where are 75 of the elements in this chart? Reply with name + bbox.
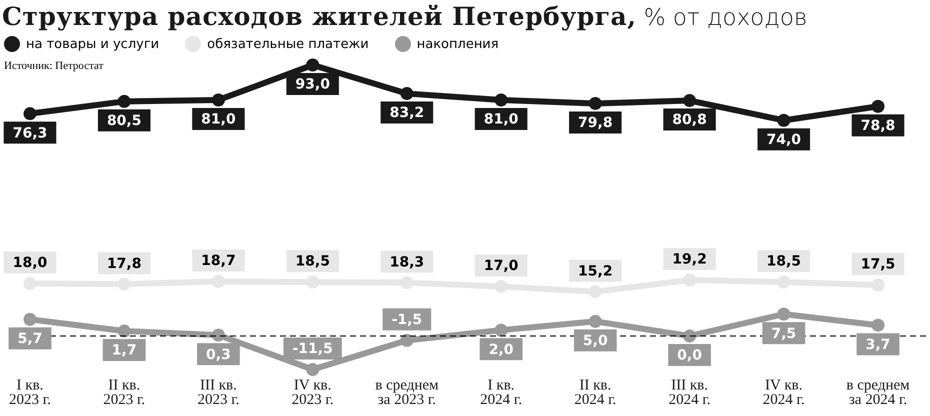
data-label: 3,7 <box>866 336 890 353</box>
point <box>306 363 320 376</box>
point <box>777 276 790 289</box>
data-label: 17,0 <box>484 258 519 274</box>
chart-title: Структура расходов жителей Петербурга, % от доходов <box>2 2 808 31</box>
data-label: 18,7 <box>201 253 236 270</box>
x-tick-label: в среднем за 2024 г. <box>846 378 910 408</box>
point <box>118 278 131 291</box>
x-tick-label: III кв. 2023 г. <box>197 378 240 408</box>
x-tick-label: III кв. 2024 г. <box>668 378 711 408</box>
x-tick-label: IV кв. 2023 г. <box>292 378 334 408</box>
point <box>683 274 696 287</box>
data-label: 74,0 <box>766 132 802 148</box>
point <box>777 308 790 321</box>
data-label: 81,0 <box>484 112 519 128</box>
point <box>494 93 508 106</box>
point <box>400 87 414 100</box>
x-tick-label: II кв. 2024 г. <box>574 378 616 408</box>
point <box>212 93 225 106</box>
legend-label: на товары и услуги <box>26 36 160 52</box>
data-label: 18,0 <box>12 255 48 272</box>
legend-label: обязательные платежи <box>207 36 369 52</box>
data-label: 76,3 <box>12 125 48 142</box>
x-tick-label: в среднем за 2023 г. <box>375 378 440 408</box>
data-label: 1,7 <box>112 342 137 359</box>
point <box>588 285 602 298</box>
data-label: 81,0 <box>201 112 236 128</box>
x-tick-label: I кв. 2024 г. <box>480 378 522 408</box>
point <box>683 329 696 342</box>
point <box>306 276 320 289</box>
data-label: 78,8 <box>860 118 896 134</box>
point <box>306 58 320 72</box>
data-label: 80,5 <box>106 113 142 130</box>
data-label: 5,7 <box>18 331 42 348</box>
x-tick-label: I кв. 2023 г. <box>8 378 51 408</box>
data-label: 0,0 <box>677 348 702 364</box>
point <box>118 324 131 338</box>
x-tick-label: II кв. 2023 г. <box>103 378 146 408</box>
legend-label: накопления <box>416 36 499 52</box>
point <box>23 312 36 326</box>
point <box>118 94 131 108</box>
data-label: 18,5 <box>295 254 330 270</box>
point <box>212 328 225 342</box>
data-label: 7,5 <box>771 326 796 342</box>
point <box>777 114 790 127</box>
point <box>683 94 696 108</box>
point <box>400 276 414 290</box>
data-label: 19,2 <box>672 252 707 268</box>
point <box>400 334 414 347</box>
data-label: 5,0 <box>582 333 608 350</box>
data-label: 93,0 <box>295 76 330 93</box>
point <box>494 324 508 337</box>
data-label: 18,3 <box>390 254 424 270</box>
data-label: 79,8 <box>578 115 613 132</box>
data-label: 83,2 <box>390 105 424 122</box>
x-tick-label: IV кв. 2024 г. <box>762 378 805 408</box>
point <box>588 96 602 110</box>
point <box>23 277 36 290</box>
data-label: 80,8 <box>672 112 707 128</box>
point <box>494 280 508 293</box>
data-label: 0,3 <box>206 346 231 363</box>
point <box>23 107 36 120</box>
data-label: 17,5 <box>860 256 896 273</box>
data-label: 15,2 <box>578 263 613 280</box>
point <box>872 318 884 332</box>
data-label: -1,5 <box>392 312 422 328</box>
annotation: Источник: Петростат <box>4 60 104 72</box>
data-label: 2,0 <box>488 342 514 358</box>
data-label: -11,5 <box>292 341 333 358</box>
point <box>212 275 225 288</box>
point <box>872 278 884 292</box>
point <box>588 314 602 328</box>
point <box>872 100 884 113</box>
data-label: 17,8 <box>106 256 142 272</box>
data-label: 18,5 <box>766 254 802 270</box>
